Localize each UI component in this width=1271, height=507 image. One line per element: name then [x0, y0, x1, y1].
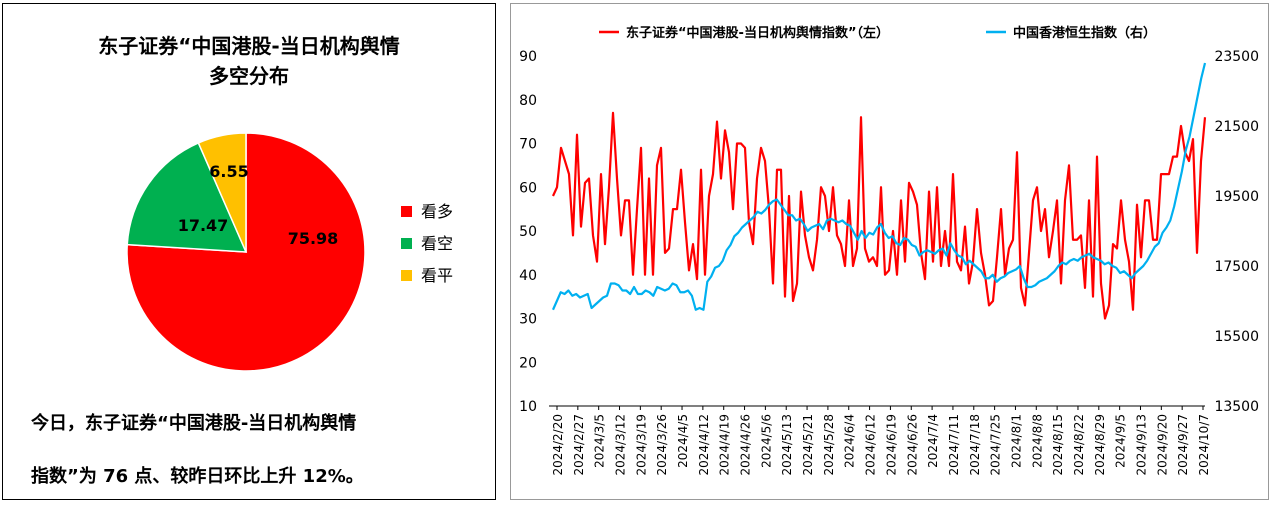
x-tick-label: 2024/5/6: [759, 414, 773, 468]
x-tick-label: 2024/8/1: [1009, 414, 1023, 468]
legend-swatch: [401, 270, 412, 281]
legend-label: 东子证券“中国港股-当日机构舆情指数”（左）: [626, 25, 889, 41]
y-left-tick-label: 50: [519, 224, 537, 240]
x-tick-label: 2024/8/22: [1072, 414, 1086, 476]
x-tick-label: 2024/3/12: [614, 414, 628, 476]
y-left-tick-label: 30: [519, 312, 537, 328]
x-tick-label: 2024/5/21: [801, 414, 815, 476]
y-left-tick-label: 90: [519, 49, 537, 65]
x-tick-label: 2024/2/27: [572, 414, 586, 476]
y-left-tick-label: 80: [519, 93, 537, 109]
x-tick-label: 2024/4/5: [676, 414, 690, 468]
x-tick-label: 2024/5/13: [780, 414, 794, 476]
pie-slice: [126, 132, 366, 372]
line-panel: 90 80 70 60 50 40 30 20 10 23500 21500 19500 17500 15…: [510, 3, 1269, 500]
x-tick-label: 2024/9/5: [1114, 414, 1128, 468]
pie-data-label: 17.47: [178, 216, 229, 235]
y-right-tick-label: 15500: [1214, 329, 1259, 345]
x-tick-label: 2024/10/7: [1197, 414, 1211, 476]
pie-title-line2: 多空分布: [209, 64, 289, 88]
x-tick-label: 2024/4/26: [739, 414, 753, 476]
legend-label: 看多: [421, 202, 453, 221]
pie-slice: [197, 132, 247, 253]
x-tick-label: 2024/9/13: [1134, 414, 1148, 476]
y-left-tick-label: 60: [519, 180, 537, 196]
y-left-tick-label: 10: [519, 399, 537, 415]
x-tick-label: 2024/3/5: [593, 414, 607, 468]
y-left-tick-label: 40: [519, 268, 537, 284]
x-tick-label: 2024/8/15: [1051, 414, 1065, 476]
legend-label: 中国香港恒生指数（右）: [1013, 25, 1156, 41]
y-left-tick-label: 20: [519, 355, 537, 371]
x-tick-label: 2024/6/4: [843, 414, 857, 468]
sentiment-index-line: [551, 111, 1207, 320]
x-tick-label: 2024/6/26: [905, 414, 919, 476]
pie-data-label: 6.55: [209, 162, 248, 181]
y-right-tick-label: 19500: [1214, 189, 1259, 205]
x-tick-label: 2024/6/19: [884, 414, 898, 476]
x-tick-label: 2024/9/27: [1176, 414, 1190, 476]
pie-chart: 75.98 看多 17.47 看空 6.55 看平: [126, 132, 453, 372]
x-tick-label: 2024/7/18: [968, 414, 982, 476]
y-left-tick-label: 70: [519, 137, 537, 153]
pie-slice: [126, 141, 248, 253]
summary-line1: 今日，东子证券“中国港股-当日机构舆情: [31, 413, 357, 434]
legend-swatch: [401, 238, 412, 249]
pie-panel: 东子证券“中国港股-当日机构舆情 多空分布 75.98 看多 17.47 看空 6.55…: [2, 3, 496, 500]
y-right-tick-label: 23500: [1214, 49, 1259, 65]
x-tick-label: 2024/3/26: [655, 414, 669, 476]
x-tick-label: 2024/4/19: [718, 414, 732, 476]
x-tick-label: 2024/8/8: [1030, 414, 1044, 468]
x-tick-label: 2024/7/4: [926, 414, 940, 468]
x-tick-label: 2024/6/12: [864, 414, 878, 476]
legend-label: 看空: [421, 234, 453, 253]
x-tick-label: 2024/7/25: [989, 414, 1003, 476]
hang-seng-index-line: [551, 62, 1207, 311]
x-tick-label: 2024/9/20: [1155, 414, 1169, 476]
x-tick-label: 2024/3/19: [634, 414, 648, 476]
summary-line2: 指数”为 76 点、较昨日环比上升 12%。: [31, 466, 364, 487]
y-right-tick-label: 13500: [1214, 399, 1259, 415]
pie-title-line1: 东子证券“中国港股-当日机构舆情: [98, 34, 400, 58]
y-right-tick-label: 17500: [1214, 259, 1259, 275]
x-tick-label: 2024/4/12: [697, 414, 711, 476]
line-chart: 90 80 70 60 50 40 30 20 10 23500 21500 19500 17500 15…: [519, 25, 1259, 476]
y-right-tick-label: 21500: [1214, 119, 1259, 135]
legend-label: 看平: [421, 266, 453, 285]
pie-data-label: 75.98: [288, 229, 339, 248]
legend-swatch: [401, 206, 412, 217]
x-tick-label: 2024/2/20: [551, 414, 565, 476]
x-tick-label: 2024/5/28: [822, 414, 836, 476]
x-tick-label: 2024/7/11: [947, 414, 961, 476]
x-tick-label: 2024/8/29: [1093, 414, 1107, 476]
